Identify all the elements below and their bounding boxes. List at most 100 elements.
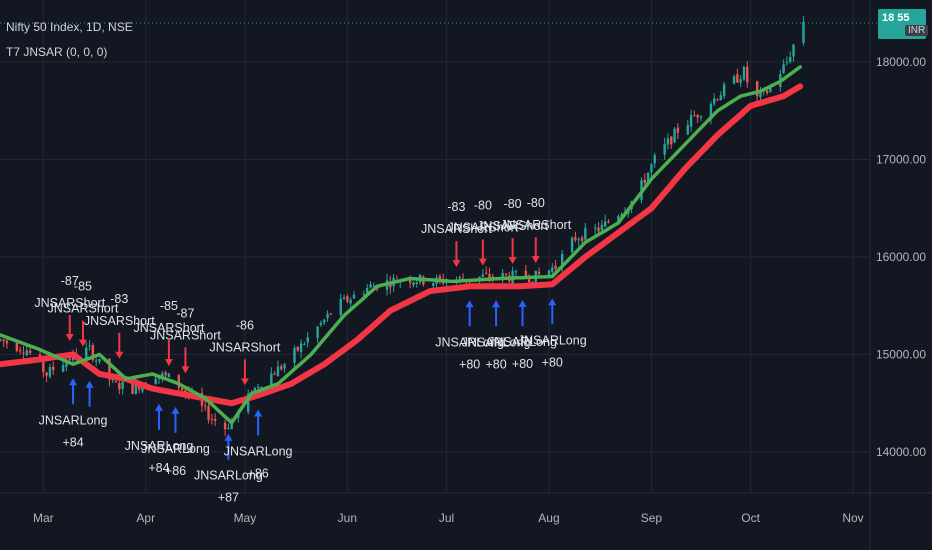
long-signal-label: JNSARLong [488,335,557,349]
short-signal-arrowhead [78,339,87,347]
candle-body [2,339,5,342]
long-signal-arrowhead [254,409,263,417]
candle-body [722,84,726,97]
candle-body [184,389,187,393]
candle-body [94,360,98,362]
candle-body [28,350,32,354]
short-signal-value: -87 [176,306,194,320]
candle-body [256,386,260,388]
candle-body [408,280,412,284]
long-signal-arrowhead [171,406,180,414]
long-signal-value: +86 [248,466,269,480]
candle-body [339,298,342,315]
candle-body [719,95,723,101]
candle-body [134,382,138,394]
candle-body [154,378,157,385]
candle-body [61,365,65,372]
long-signal-value: +87 [218,491,239,505]
candle-body [716,99,719,101]
long-signal-arrowhead [548,298,557,306]
long-signal-label: JNSARLong [39,413,108,427]
short-signal-value: -80 [527,196,545,210]
candle-body [663,144,666,155]
time-tick-label: Jul [439,511,454,525]
short-signal-label: JNSARShort [84,314,155,328]
short-signal-label: JNSARShort [209,340,280,354]
candle-body [670,136,673,145]
candle-body [164,372,167,376]
candle-body [504,273,508,275]
long-signal-value: +84 [148,461,169,475]
candle-body [161,373,164,377]
candle-body [746,66,749,83]
candle-body [759,91,762,98]
short-signal-arrowhead [65,333,74,341]
candle-body [554,265,557,270]
candle-body [207,405,210,420]
indicator-title[interactable]: T7 JNSAR (0, 0, 0) [6,45,108,59]
candle-body [765,90,769,94]
candle-body [299,343,303,353]
jnsar-fast-line [0,65,802,425]
jnsar-slow-line [0,83,804,407]
short-signal-arrowhead [478,258,487,266]
candle-body [560,253,564,268]
candle-body [369,284,372,288]
candle-body [177,374,181,388]
long-signal-label: JNSARLong [518,333,587,347]
candle-body [580,237,584,241]
candle-body [346,296,349,302]
candle-body [415,282,418,285]
candle-body [230,419,233,430]
candle-body [213,419,217,421]
candle-body [696,114,699,118]
candle-body [650,164,653,173]
candle-body [326,313,329,319]
short-signal-arrowhead [240,378,249,386]
candle-body [372,285,376,287]
candle-body [270,373,273,388]
long-signal-label: JNSARLong [194,469,263,483]
candle-body [293,348,296,363]
candle-body [108,358,111,380]
candle-body [514,271,518,273]
candle-body [412,282,415,286]
short-signal-label: JNSARShort [34,296,105,310]
short-signal-arrowhead [531,256,540,264]
last-price-badge: 18 55 INR [878,9,929,39]
candle-body [643,179,647,184]
candle-body [676,127,680,133]
long-signal-arrowhead [518,300,527,308]
candle-body [22,352,25,354]
candle-body [673,128,676,143]
candle-body [306,337,309,343]
candle-body [584,228,587,240]
long-signal-arrowhead [69,378,78,386]
candle-body [607,221,610,223]
candle-body [666,138,670,145]
time-tick-label: Jun [338,511,357,525]
candle-body [0,339,2,341]
short-signal-value: -80 [504,197,522,211]
candle-body [280,366,283,370]
candle-body [52,366,55,371]
time-tick-label: Oct [741,511,760,525]
candle-body [537,271,541,275]
candle-body [303,344,306,346]
candle-body [45,372,48,376]
candle-body [524,270,528,278]
last-price-value: 18 55 [882,12,910,24]
candle-body [782,64,785,74]
long-signal-arrowhead [465,300,474,308]
long-signal-label: JNSARLong [125,439,194,453]
candle-body [551,267,554,273]
symbol-title[interactable]: Nifty 50 Index, 1D, NSE [6,20,133,34]
candle-body [699,116,703,118]
candle-body [531,281,534,283]
price-tick-label: 18000.00 [876,55,926,69]
candle-body [732,76,736,84]
long-signal-value: +80 [512,357,533,371]
